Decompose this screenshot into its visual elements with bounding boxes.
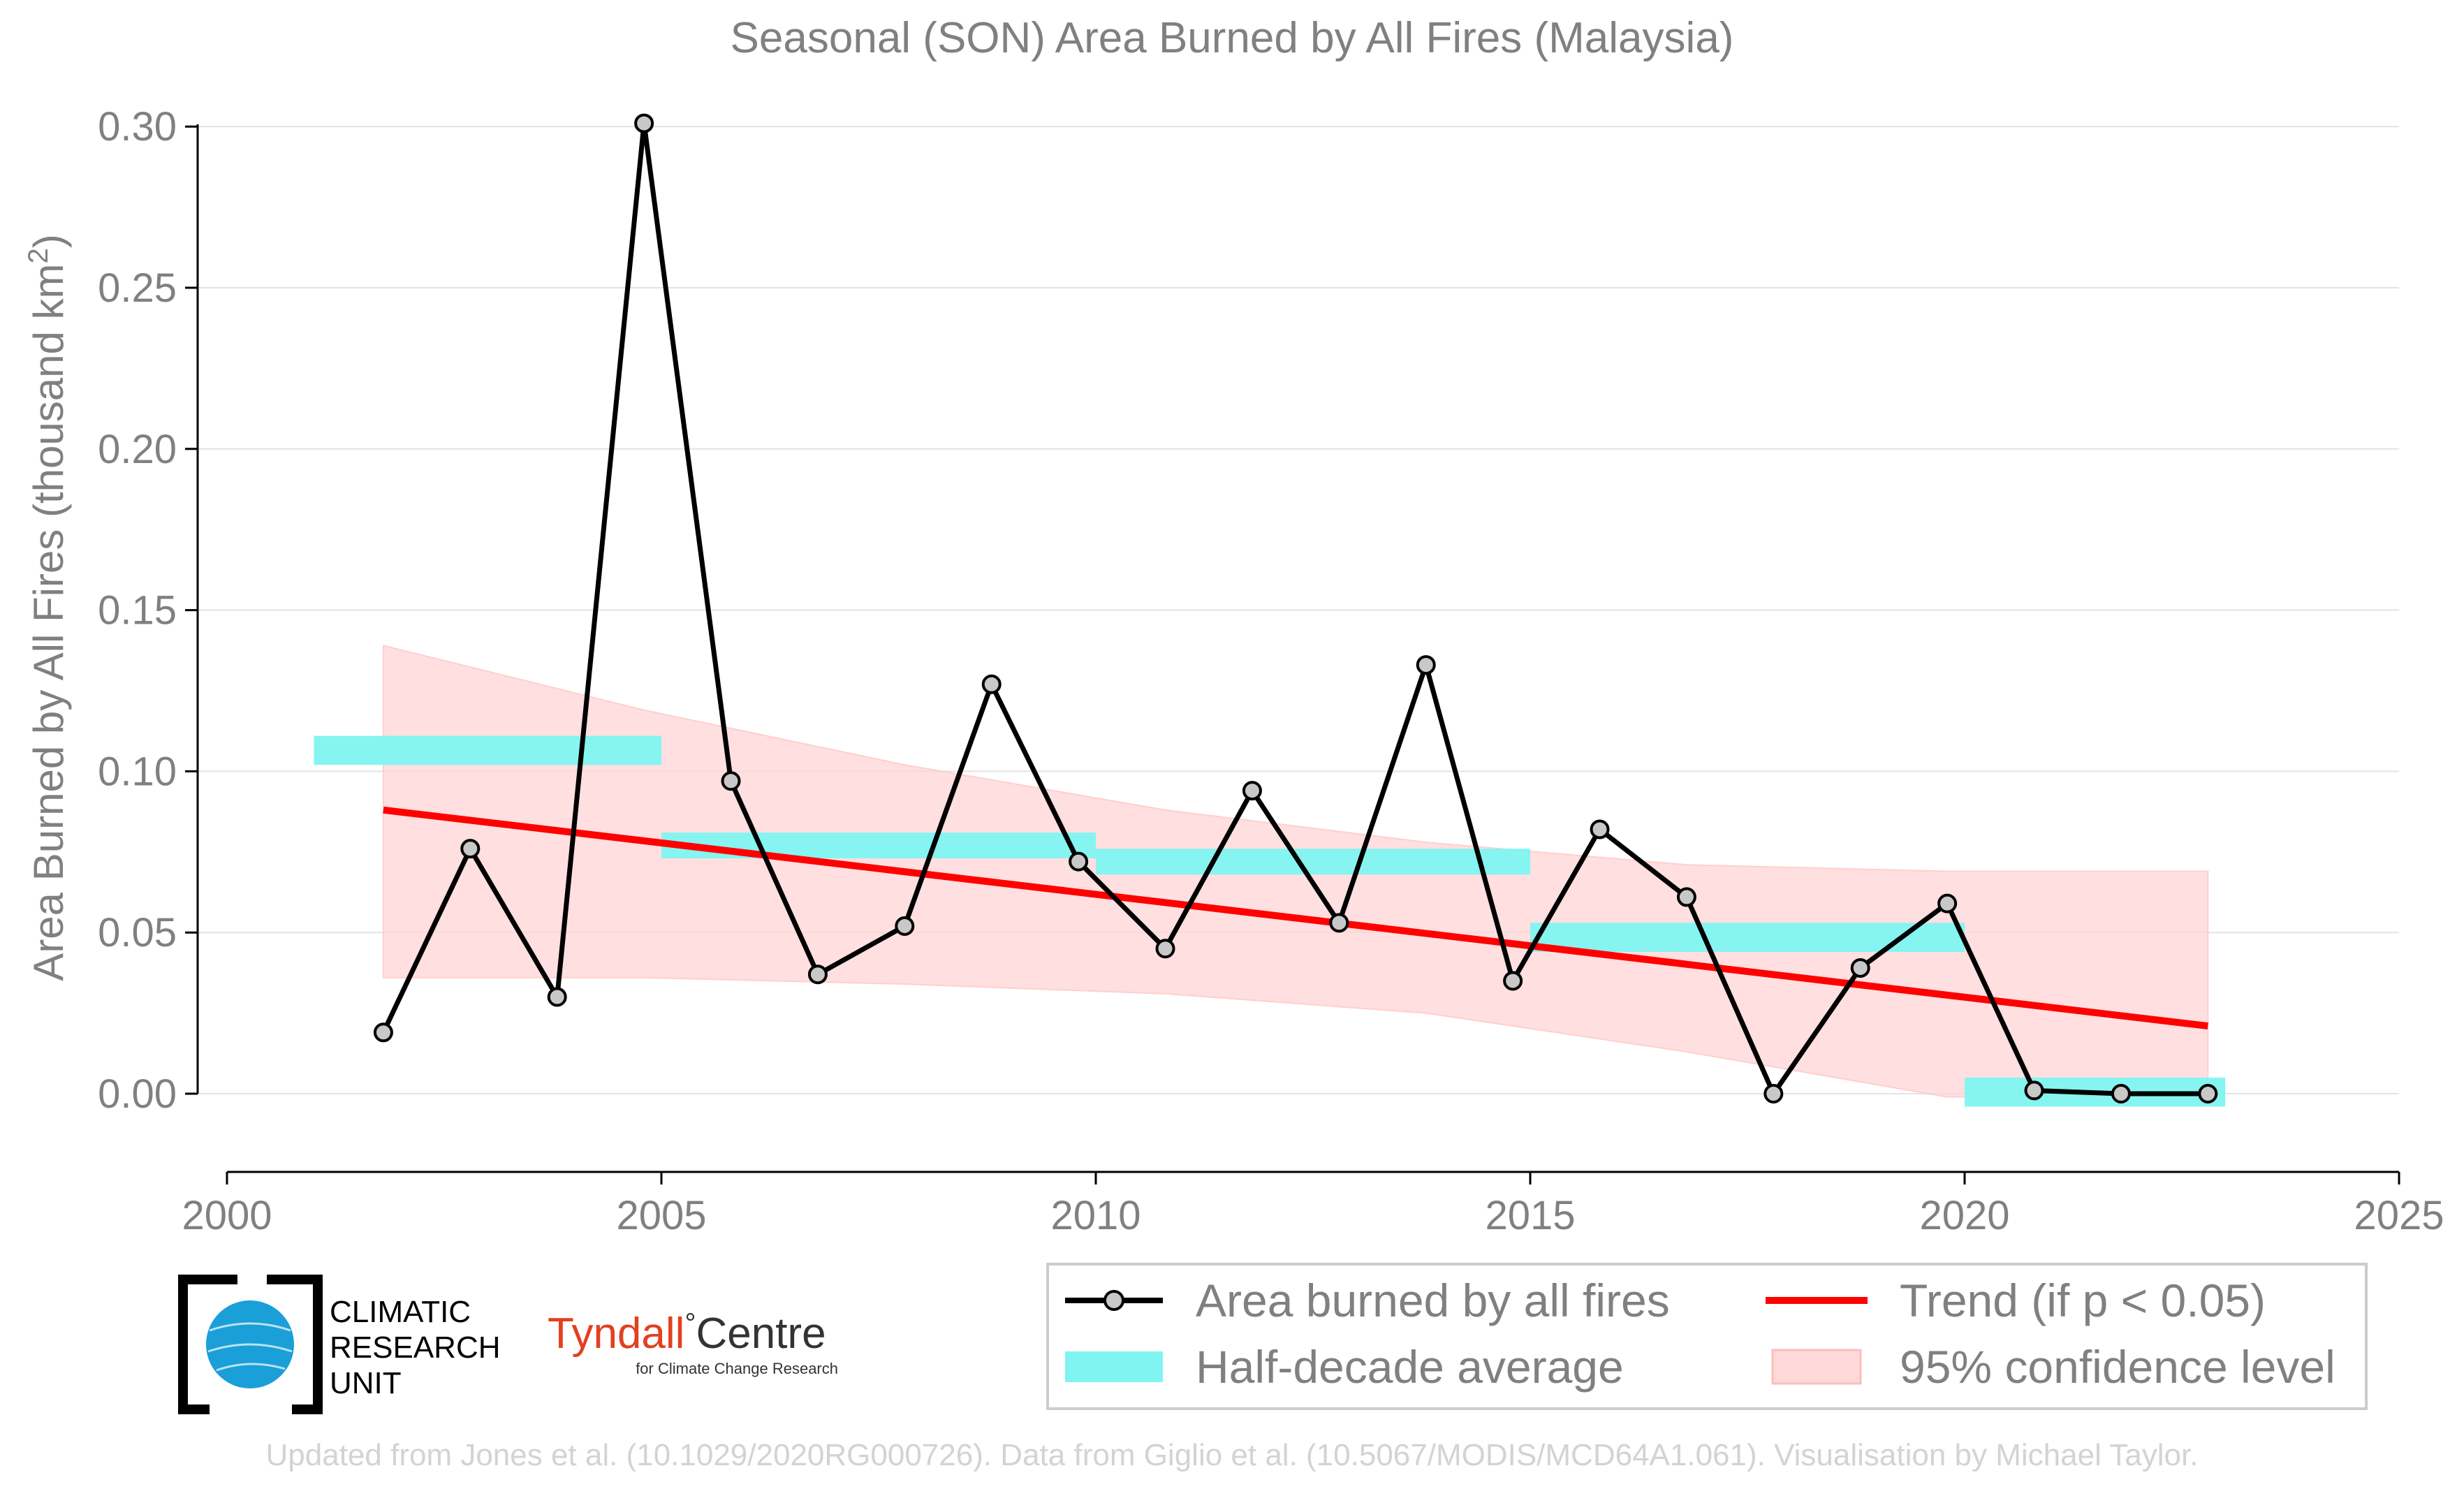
y-tick-label-3: 0.15 <box>98 588 177 633</box>
trend-line <box>383 806 2208 1030</box>
data-point-16 <box>1763 1084 1784 1103</box>
y-tick-label-2: 0.10 <box>98 749 177 794</box>
data-point-0 <box>373 1022 393 1043</box>
legend: Area burned by all fires Half-decade ave… <box>1046 1263 2368 1410</box>
x-tick-label-5: 2025 <box>2354 1193 2444 1238</box>
data-point-8 <box>1069 851 1089 872</box>
x-tick-label-2: 2010 <box>1050 1193 1141 1238</box>
data-point-2 <box>547 987 567 1007</box>
x-axis-ticks: 2000 2005 2010 2015 2020 2025 <box>182 1172 2444 1238</box>
y-axis-label-close: ) <box>25 234 72 248</box>
x-tick-label-1: 2005 <box>616 1193 706 1238</box>
legend-trend-label: Trend (if p < 0.05) <box>1900 1275 2266 1326</box>
data-point-14 <box>1590 819 1610 839</box>
legend-confidence-label: 95% confidence level <box>1900 1341 2335 1393</box>
legend-box <box>1046 1263 2368 1410</box>
data-point-20 <box>2111 1084 2131 1103</box>
y-tick-label-4: 0.20 <box>98 427 177 472</box>
data-point-18 <box>1937 893 1958 914</box>
data-point-17 <box>1850 958 1870 978</box>
y-axis-ticks: 0.00 0.05 0.10 0.15 0.20 0.25 0.30 <box>98 104 198 1117</box>
cru-text-line1: CLIMATIC <box>330 1295 471 1329</box>
cru-bracket-right-icon <box>267 1275 323 1414</box>
tyndall-wordmark: Tyndall°Centre <box>548 1308 826 1358</box>
data-point-5 <box>807 964 828 985</box>
tyndall-subtitle: for Climate Change Research <box>636 1360 838 1377</box>
globe-lines-icon <box>207 1322 293 1372</box>
cru-text-line3: UNIT <box>330 1366 402 1400</box>
x-tick-label-3: 2015 <box>1485 1193 1575 1238</box>
x-tick-label-0: 2000 <box>182 1193 272 1238</box>
cru-bracket-left-icon <box>178 1275 237 1414</box>
cru-text-line2: RESEARCH <box>330 1330 501 1365</box>
half-decade-bar-0 <box>314 735 661 765</box>
cru-logo: CLIMATIC RESEARCH UNIT <box>178 1275 501 1414</box>
data-point-3 <box>634 113 654 133</box>
chart-title: Seasonal (SON) Area Burned by All Fires … <box>731 14 1734 62</box>
x-tick-label-4: 2020 <box>1919 1193 2009 1238</box>
legend-confidence-swatch <box>1771 1349 1862 1385</box>
tyndall-degree: ° <box>684 1308 696 1339</box>
data-point-12 <box>1416 655 1436 675</box>
y-axis-label-sup: 2 <box>23 248 54 263</box>
series-line-0 <box>381 121 2208 1096</box>
data-point-19 <box>2024 1080 2044 1101</box>
trend-layer <box>383 806 2208 1030</box>
data-point-13 <box>1503 971 1523 991</box>
data-point-11 <box>1329 913 1349 933</box>
y-tick-label-0: 0.00 <box>98 1071 177 1117</box>
legend-half-decade-swatch <box>1065 1351 1163 1382</box>
data-point-7 <box>981 674 1002 694</box>
data-point-6 <box>895 916 915 936</box>
y-tick-label-6: 0.30 <box>98 104 177 149</box>
legend-area-burned-label: Area burned by all fires <box>1196 1275 1670 1326</box>
data-point-10 <box>1242 781 1262 801</box>
tyndall-name: Tyndall <box>548 1310 684 1358</box>
y-tick-label-5: 0.25 <box>98 265 177 311</box>
footer-credits: Updated from Jones et al. (10.1029/2020R… <box>266 1438 2199 1472</box>
tyndall-logo: Tyndall°Centre for Climate Change Resear… <box>548 1308 838 1377</box>
data-point-9 <box>1155 939 1175 959</box>
tyndall-centre: Centre <box>696 1310 826 1358</box>
y-axis-label-main: Area Burned by All Fires (thousand km <box>25 264 72 981</box>
series-layer <box>373 113 2218 1103</box>
y-axis-label: Area Burned by All Fires (thousand km2) <box>23 234 72 981</box>
data-point-15 <box>1676 887 1696 907</box>
data-point-1 <box>460 839 481 859</box>
y-tick-label-1: 0.05 <box>98 910 177 955</box>
half-decade-bar-1 <box>661 832 1096 859</box>
legend-half-decade-label: Half-decade average <box>1196 1341 1624 1393</box>
data-point-21 <box>2198 1084 2218 1103</box>
data-point-4 <box>721 771 741 791</box>
legend-area-burned-marker <box>1103 1290 1124 1311</box>
half-decade-bar-2 <box>1096 849 1530 875</box>
